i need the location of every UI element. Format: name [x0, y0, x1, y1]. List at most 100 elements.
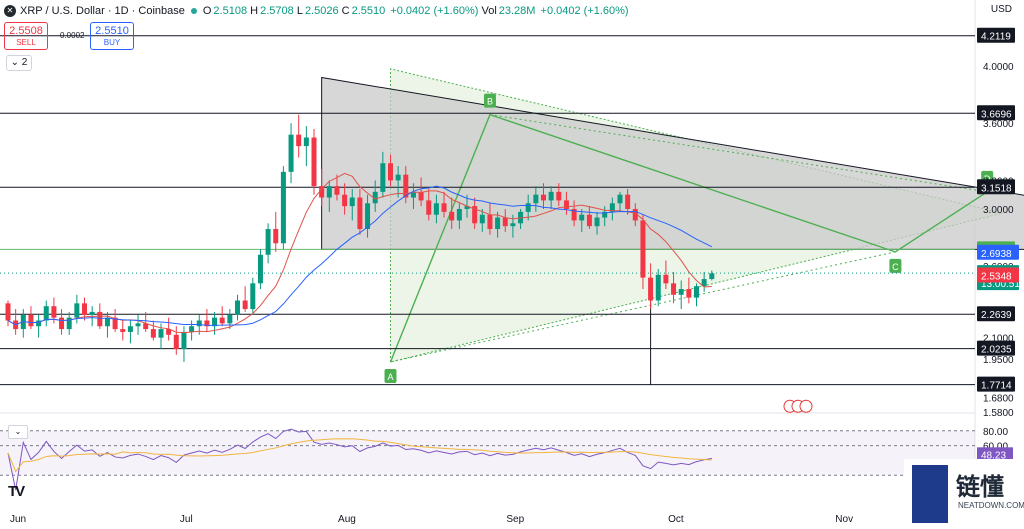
ma-slow-line [7, 185, 713, 326]
candle-body [487, 214, 493, 230]
month-tick-label: Jul [180, 514, 193, 525]
rsi-band [0, 430, 975, 476]
watermark-site: NEATDOWN.COM [958, 501, 1024, 510]
chevron-down-icon: ⌄ [10, 57, 20, 68]
xrp-logo-icon: ✕ [4, 5, 16, 17]
low-label: L [296, 5, 303, 17]
currency-label[interactable]: USD [990, 4, 1012, 15]
candle-body [556, 191, 562, 201]
indicators-toggle[interactable]: ⌄ 2 [6, 55, 32, 71]
candle-body [36, 320, 42, 327]
change-value-2: +0.0402 (+1.60%) [540, 5, 629, 17]
close-value: 2.5510 [351, 5, 386, 17]
candle-body [235, 300, 240, 315]
pattern-point-a-badge [384, 368, 397, 383]
candle-body [464, 206, 470, 209]
candle-body [433, 203, 439, 215]
neatdown-watermark: 链懂 NEATDOWN.COM [904, 459, 1024, 529]
candle-body [127, 326, 133, 332]
time-axis: Jun Jul Aug Sep Oct Nov [10, 514, 853, 525]
pattern-point-b-label: B [487, 97, 493, 107]
candle-body [212, 317, 218, 327]
month-tick-label: Jun [10, 514, 26, 525]
candle-body [74, 303, 80, 318]
bd-dotted-line [489, 114, 988, 193]
level-price-text: 3.6696 [981, 109, 1012, 120]
candle-body [625, 194, 631, 209]
change-value: +0.0402 (+1.60%) [390, 5, 479, 17]
candle-body [196, 320, 202, 327]
symbol-title[interactable]: XRP / U.S. Dollar · 1D · Coinbase [20, 5, 185, 17]
level-price-text: 2.2639 [981, 310, 1012, 321]
countdown-text: 13:00:51 [981, 279, 1020, 290]
candle-body [418, 191, 424, 201]
buy-button[interactable]: 2.5510 BUY [90, 22, 134, 50]
sell-label: SELL [16, 38, 36, 47]
candle-body [326, 186, 332, 198]
candle-body [479, 214, 485, 224]
rsi-collapse-button[interactable]: ⌄ [8, 425, 28, 439]
candle-body [472, 206, 478, 224]
rsi-value-tag [977, 447, 1013, 462]
candle-body [296, 134, 302, 147]
candle-body [449, 211, 455, 221]
candle-body [586, 214, 592, 227]
candle-body [112, 317, 118, 330]
candle-body [495, 217, 501, 230]
candle-body [533, 194, 539, 204]
candle-body [388, 163, 393, 181]
ac-dotted-line [390, 251, 896, 363]
candle-body [671, 283, 677, 295]
candle-body [189, 326, 195, 332]
candle-body [150, 329, 156, 338]
price-axis: 4.00003.60003.20003.00002.60002.10001.95… [977, 27, 1020, 419]
candlestick-series [5, 114, 715, 362]
month-tick-label: Aug [338, 514, 356, 525]
candle-body [288, 134, 294, 172]
price-tick-label: 4.0000 [983, 62, 1014, 73]
price-tick-label: 3.0000 [983, 205, 1014, 216]
candle-body [640, 220, 646, 278]
candle-body [51, 306, 57, 318]
spread-value: 0.0002 [60, 31, 85, 40]
candle-body [365, 203, 371, 230]
candle-body [227, 314, 233, 324]
candle-body [181, 331, 187, 350]
price-tag [977, 267, 1019, 283]
projection-path [783, 399, 813, 413]
price-tick-label: 1.9500 [983, 355, 1014, 366]
candle-body [571, 208, 577, 221]
candle-body [104, 317, 110, 327]
candle-body [173, 334, 179, 350]
volume-label: Vol [481, 5, 497, 17]
sell-button[interactable]: 2.5508 SELL [4, 22, 48, 50]
month-tick-label: Nov [835, 514, 853, 525]
abcd-pattern-line [389, 113, 988, 363]
candle-body [655, 274, 661, 301]
high-value: 2.5708 [260, 5, 294, 17]
candle-body [602, 211, 608, 218]
candle-body [525, 203, 531, 212]
candle-body [632, 208, 638, 221]
candle-body [663, 274, 669, 284]
level-price-text: 4.2119 [981, 32, 1011, 43]
level-price-tag [977, 306, 1015, 322]
moving-averages [7, 172, 713, 334]
level-price-text: 1.7714 [981, 381, 1012, 392]
candle-body [563, 200, 569, 209]
candle-body [89, 311, 95, 315]
candle-body [441, 203, 447, 212]
volume-value: 23.28M [498, 5, 536, 17]
month-tick-label: Sep [506, 514, 524, 525]
neatdown-logo-icon [912, 465, 948, 523]
candle-body [648, 277, 654, 301]
open-value: 2.5108 [213, 5, 248, 17]
candle-body [403, 174, 409, 198]
month-tick-label: Oct [668, 514, 684, 525]
pattern-point-c-badge [889, 258, 902, 273]
price-tag [977, 244, 1019, 260]
candle-body [265, 229, 271, 255]
rsi-value-text: 48.23 [981, 450, 1006, 461]
